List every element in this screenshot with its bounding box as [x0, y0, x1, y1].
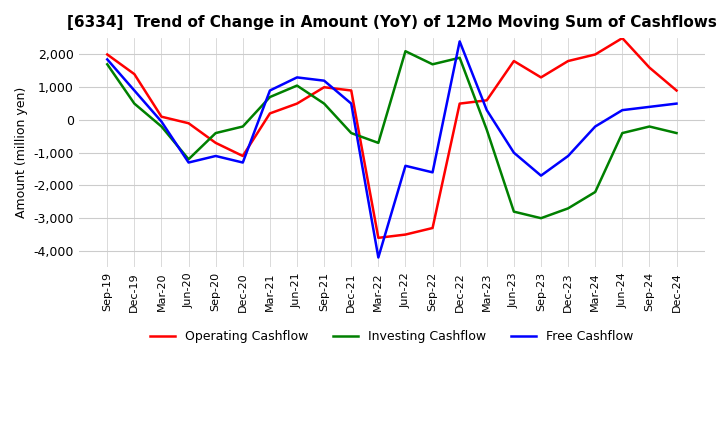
- Free Cashflow: [157, 119, 166, 124]
- Operating Cashflow: [212, 140, 220, 146]
- Investing Cashflow: [103, 62, 112, 67]
- Y-axis label: Amount (million yen): Amount (million yen): [15, 87, 28, 218]
- Free Cashflow: [536, 173, 545, 178]
- Investing Cashflow: [672, 130, 681, 136]
- Operating Cashflow: [374, 235, 382, 241]
- Operating Cashflow: [591, 52, 600, 57]
- Operating Cashflow: [510, 59, 518, 64]
- Investing Cashflow: [401, 48, 410, 54]
- Investing Cashflow: [212, 130, 220, 136]
- Investing Cashflow: [130, 101, 139, 106]
- Free Cashflow: [320, 78, 328, 83]
- Investing Cashflow: [293, 83, 302, 88]
- Free Cashflow: [428, 170, 437, 175]
- Operating Cashflow: [428, 225, 437, 231]
- Free Cashflow: [212, 154, 220, 159]
- Operating Cashflow: [347, 88, 356, 93]
- Operating Cashflow: [618, 36, 626, 41]
- Free Cashflow: [564, 154, 572, 159]
- Line: Operating Cashflow: Operating Cashflow: [107, 38, 677, 238]
- Title: [6334]  Trend of Change in Amount (YoY) of 12Mo Moving Sum of Cashflows: [6334] Trend of Change in Amount (YoY) o…: [67, 15, 717, 30]
- Operating Cashflow: [564, 59, 572, 64]
- Investing Cashflow: [266, 95, 274, 100]
- Investing Cashflow: [645, 124, 654, 129]
- Free Cashflow: [103, 57, 112, 62]
- Operating Cashflow: [536, 75, 545, 80]
- Free Cashflow: [266, 88, 274, 93]
- Free Cashflow: [618, 107, 626, 113]
- Operating Cashflow: [266, 111, 274, 116]
- Investing Cashflow: [618, 130, 626, 136]
- Investing Cashflow: [238, 124, 247, 129]
- Free Cashflow: [184, 160, 193, 165]
- Free Cashflow: [510, 150, 518, 155]
- Investing Cashflow: [347, 130, 356, 136]
- Free Cashflow: [455, 39, 464, 44]
- Investing Cashflow: [591, 189, 600, 194]
- Operating Cashflow: [184, 121, 193, 126]
- Operating Cashflow: [320, 84, 328, 90]
- Free Cashflow: [347, 101, 356, 106]
- Investing Cashflow: [157, 124, 166, 129]
- Free Cashflow: [482, 107, 491, 113]
- Investing Cashflow: [320, 101, 328, 106]
- Investing Cashflow: [482, 127, 491, 132]
- Operating Cashflow: [672, 88, 681, 93]
- Investing Cashflow: [536, 216, 545, 221]
- Operating Cashflow: [455, 101, 464, 106]
- Legend: Operating Cashflow, Investing Cashflow, Free Cashflow: Operating Cashflow, Investing Cashflow, …: [145, 325, 639, 348]
- Investing Cashflow: [184, 157, 193, 162]
- Investing Cashflow: [510, 209, 518, 214]
- Free Cashflow: [401, 163, 410, 169]
- Operating Cashflow: [401, 232, 410, 237]
- Operating Cashflow: [645, 65, 654, 70]
- Investing Cashflow: [374, 140, 382, 146]
- Investing Cashflow: [455, 55, 464, 60]
- Free Cashflow: [238, 160, 247, 165]
- Free Cashflow: [130, 88, 139, 93]
- Operating Cashflow: [293, 101, 302, 106]
- Operating Cashflow: [103, 52, 112, 57]
- Operating Cashflow: [482, 98, 491, 103]
- Free Cashflow: [645, 104, 654, 110]
- Free Cashflow: [293, 75, 302, 80]
- Investing Cashflow: [564, 206, 572, 211]
- Operating Cashflow: [130, 71, 139, 77]
- Free Cashflow: [374, 255, 382, 260]
- Operating Cashflow: [157, 114, 166, 119]
- Operating Cashflow: [238, 154, 247, 159]
- Free Cashflow: [672, 101, 681, 106]
- Investing Cashflow: [428, 62, 437, 67]
- Line: Free Cashflow: Free Cashflow: [107, 41, 677, 257]
- Free Cashflow: [591, 124, 600, 129]
- Line: Investing Cashflow: Investing Cashflow: [107, 51, 677, 218]
